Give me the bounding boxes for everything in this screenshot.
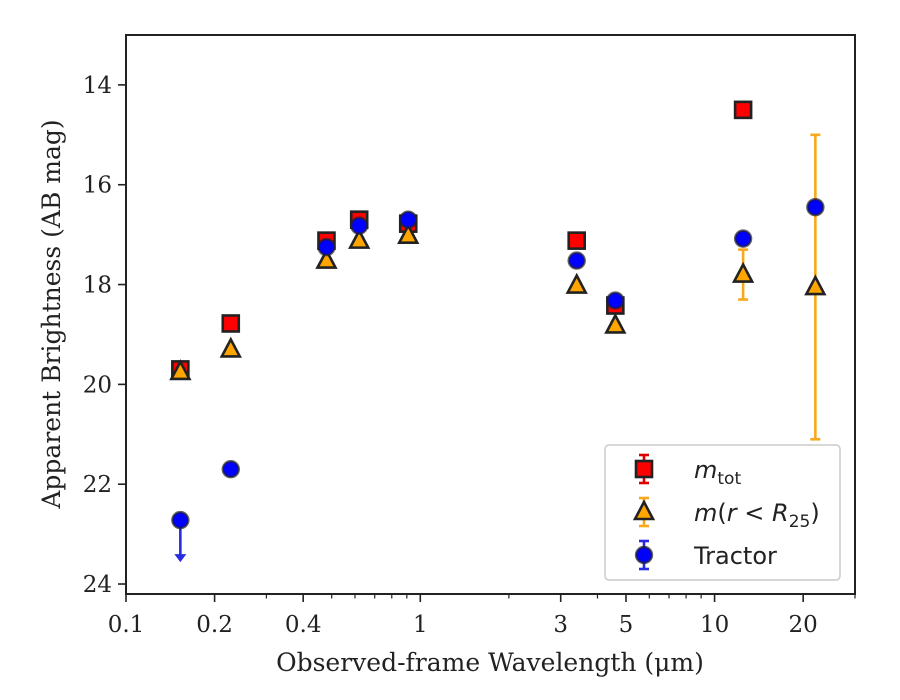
legend-label: mtot bbox=[694, 456, 741, 489]
y-axis-title: Apparent Brightness (AB mag) bbox=[37, 119, 66, 509]
circle-point bbox=[733, 229, 753, 248]
triangle-point bbox=[315, 247, 338, 269]
y-tick-label: 18 bbox=[83, 273, 112, 299]
triangle-point bbox=[604, 312, 627, 334]
y-tick-label: 14 bbox=[83, 73, 112, 99]
triangle-point bbox=[565, 272, 588, 294]
square-point bbox=[733, 100, 753, 120]
legend-box bbox=[604, 444, 841, 581]
y-tick-label: 20 bbox=[83, 372, 112, 398]
triangle-point bbox=[731, 261, 755, 283]
data-markers bbox=[169, 100, 827, 530]
circle-point bbox=[806, 197, 825, 217]
plot-frame bbox=[125, 34, 856, 595]
legend-marker bbox=[634, 545, 654, 565]
legend-label: Tractor bbox=[693, 542, 777, 570]
x-tick-label: 3 bbox=[553, 612, 568, 638]
y-tick-label: 24 bbox=[83, 572, 112, 598]
y-tick-label: 16 bbox=[83, 173, 112, 199]
circle-point bbox=[606, 291, 625, 310]
upper-limit-arrow bbox=[174, 554, 187, 563]
legend-label: m(r < R25) bbox=[694, 499, 820, 532]
x-tick-label: 1 bbox=[413, 612, 428, 638]
x-tick-label: 0.2 bbox=[196, 612, 233, 638]
x-tick-label: 0.1 bbox=[108, 612, 145, 638]
triangle-point bbox=[397, 222, 420, 244]
x-tick-label: 0.4 bbox=[285, 612, 322, 638]
x-tick-label: 10 bbox=[700, 612, 729, 638]
circle-point bbox=[221, 460, 240, 479]
triangle-point bbox=[169, 359, 192, 381]
legend-items: mtot m(r < R25) Tractor bbox=[632, 453, 820, 571]
triangle-point bbox=[804, 274, 827, 296]
legend-marker bbox=[632, 499, 656, 521]
x-tick-label: 5 bbox=[619, 612, 634, 638]
square-point bbox=[221, 314, 241, 333]
legend-marker bbox=[634, 459, 654, 479]
circle-point bbox=[567, 251, 586, 270]
x-tick-label: 20 bbox=[789, 612, 818, 638]
square-point bbox=[567, 231, 587, 250]
circle-point bbox=[399, 210, 418, 229]
circle-point bbox=[317, 237, 336, 257]
axis-tick-labels: 0.1 0.2 0.4 1 3 5 10 20 14 16 18 20 22 24 bbox=[83, 73, 818, 638]
circle-point bbox=[171, 510, 190, 530]
circle-point bbox=[349, 216, 369, 235]
legend: mtot m(r < R25) Tractor bbox=[604, 444, 841, 581]
triangle-point bbox=[348, 227, 371, 249]
y-tick-label: 22 bbox=[83, 472, 112, 498]
x-axis-title: Observed-frame Wavelength (μm) bbox=[276, 648, 704, 677]
triangle-point bbox=[219, 336, 242, 358]
